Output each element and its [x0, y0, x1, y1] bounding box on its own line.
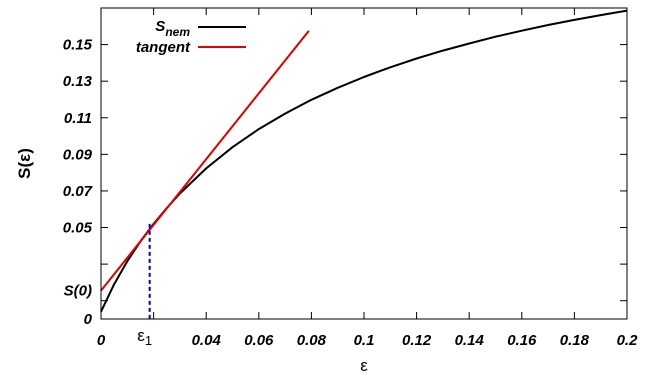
annotation-layer: S(0) ε1: [64, 223, 152, 348]
annotation-s0-label: S(0): [64, 283, 92, 300]
y-tick-label: 0.05: [63, 220, 93, 237]
x-tick-label: 0: [97, 332, 106, 349]
x-tick-label: 0.14: [455, 332, 485, 349]
legend-label-snem-subscript: nem: [165, 25, 190, 39]
legend-label-snem-main: S: [155, 18, 165, 35]
annotation-epsilon1-label: ε1: [137, 326, 152, 348]
x-tick-label: 0.16: [507, 332, 537, 349]
y-tick-label: 0.09: [63, 146, 93, 163]
y-tick-label: 0.11: [64, 110, 92, 127]
y-tick-label: 0.07: [63, 183, 93, 200]
y-tick-label: 0.15: [63, 37, 93, 54]
legend: Snem tangent: [136, 18, 246, 56]
annotation-epsilon1-subscript: 1: [145, 333, 152, 348]
y-tick-label: 0.13: [63, 73, 93, 90]
x-axis-label: ε: [360, 356, 368, 375]
ticks-layer: 0 0.04 0.06 0.08 0.1 0.12 0.14 0.16 0.18 0.2 0 0.05…: [63, 8, 638, 349]
series-line-tangent: [100, 30, 310, 292]
legend-label-tangent: tangent: [136, 39, 191, 56]
x-tick-label: 0.12: [402, 332, 432, 349]
annotation-epsilon1-main: ε: [137, 326, 145, 345]
series-layer: [100, 9, 628, 313]
x-tick-label: 0.04: [192, 332, 222, 349]
x-tick-label: 0.1: [354, 332, 375, 349]
x-tick-label: 0.06: [244, 332, 274, 349]
legend-label-snem: Snem: [155, 18, 190, 39]
x-tick-label: 0.2: [617, 332, 639, 349]
plot-frame: [100, 7, 628, 320]
y-axis-label: S(ε): [15, 148, 34, 179]
y-tick-label: 0: [84, 311, 93, 328]
x-tick-label: 0.18: [560, 332, 590, 349]
x-tick-label: 0.08: [297, 332, 327, 349]
